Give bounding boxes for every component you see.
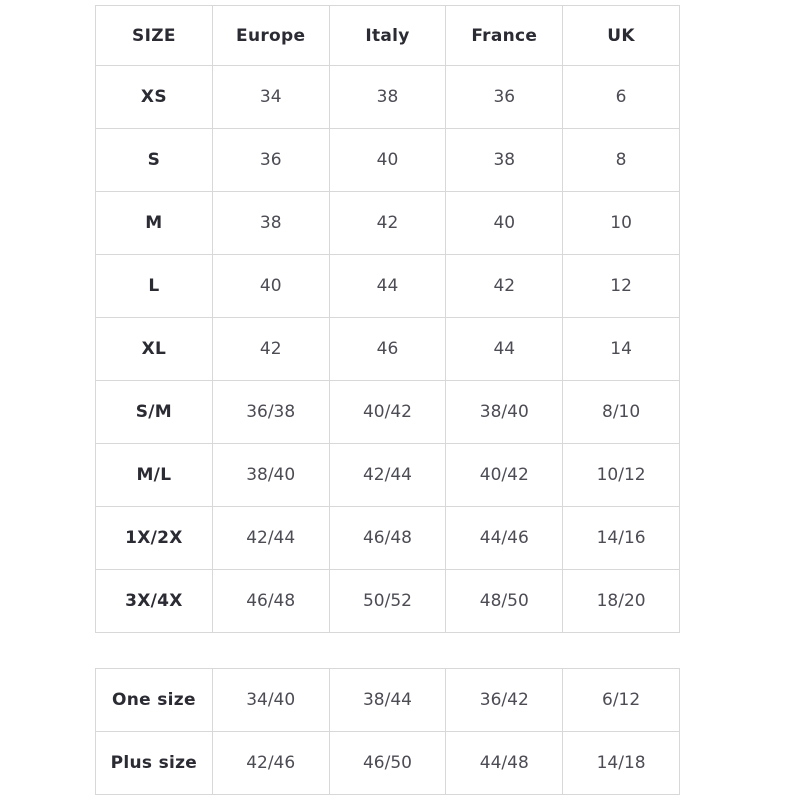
size-label-cell: S	[95, 128, 213, 192]
value-cell: 36/42	[445, 668, 564, 732]
value-cell: 42/44	[328, 443, 447, 507]
table-header: SIZE Europe Italy France UK	[95, 5, 680, 66]
value-cell: 48/50	[445, 569, 564, 633]
table-row: S/M 36/38 40/42 38/40 8/10	[95, 380, 680, 444]
value-cell: 36/38	[211, 380, 330, 444]
value-cell: 40	[328, 128, 447, 192]
value-cell: 8	[562, 128, 680, 192]
value-cell: 44/46	[445, 506, 564, 570]
value-cell: 44	[445, 317, 564, 381]
header-cell-france: France	[445, 5, 564, 66]
table-row: XL 42 46 44 14	[95, 317, 680, 381]
table-row: L 40 44 42 12	[95, 254, 680, 318]
size-label-cell: 3X/4X	[95, 569, 213, 633]
header-row: SIZE Europe Italy France UK	[95, 5, 680, 66]
value-cell: 36	[445, 65, 564, 129]
value-cell: 42/46	[211, 731, 330, 795]
table-body: XS 34 38 36 6 S 36 40 38 8 M 38 42 40 10 L 40 44 42 12 XL 42 4…	[95, 65, 680, 633]
value-cell: 6/12	[562, 668, 680, 732]
header-cell-uk: UK	[562, 5, 680, 66]
table-row: XS 34 38 36 6	[95, 65, 680, 129]
size-conversion-table-container: SIZE Europe Italy France UK XS 34 38 36 6 S 36…	[95, 5, 680, 633]
header-cell-italy: Italy	[328, 5, 447, 66]
value-cell: 42	[211, 317, 330, 381]
value-cell: 44/48	[445, 731, 564, 795]
value-cell: 6	[562, 65, 680, 129]
size-label-cell: XL	[95, 317, 213, 381]
value-cell: 38	[328, 65, 447, 129]
value-cell: 46/48	[328, 506, 447, 570]
size-conversion-table: SIZE Europe Italy France UK XS 34 38 36 6 S 36…	[95, 5, 680, 633]
size-label-cell: One size	[95, 668, 213, 732]
value-cell: 34	[211, 65, 330, 129]
size-label-cell: M	[95, 191, 213, 255]
value-cell: 14/16	[562, 506, 680, 570]
size-label-cell: S/M	[95, 380, 213, 444]
value-cell: 40/42	[445, 443, 564, 507]
value-cell: 46/50	[328, 731, 447, 795]
table-row: Plus size 42/46 46/50 44/48 14/18	[95, 731, 680, 795]
value-cell: 34/40	[211, 668, 330, 732]
value-cell: 42/44	[211, 506, 330, 570]
size-label-cell: M/L	[95, 443, 213, 507]
size-label-cell: L	[95, 254, 213, 318]
table-row: S 36 40 38 8	[95, 128, 680, 192]
header-cell-europe: Europe	[211, 5, 330, 66]
value-cell: 42	[328, 191, 447, 255]
value-cell: 38/40	[211, 443, 330, 507]
value-cell: 36	[211, 128, 330, 192]
size-label-cell: XS	[95, 65, 213, 129]
value-cell: 40	[211, 254, 330, 318]
value-cell: 38	[211, 191, 330, 255]
value-cell: 38	[445, 128, 564, 192]
header-cell-size: SIZE	[95, 5, 213, 66]
value-cell: 40/42	[328, 380, 447, 444]
value-cell: 38/44	[328, 668, 447, 732]
value-cell: 8/10	[562, 380, 680, 444]
table-body: One size 34/40 38/44 36/42 6/12 Plus size 42/4…	[95, 668, 680, 795]
special-sizes-table: One size 34/40 38/44 36/42 6/12 Plus size 42/4…	[95, 668, 680, 795]
value-cell: 14	[562, 317, 680, 381]
value-cell: 46/48	[211, 569, 330, 633]
value-cell: 40	[445, 191, 564, 255]
value-cell: 14/18	[562, 731, 680, 795]
value-cell: 46	[328, 317, 447, 381]
value-cell: 10/12	[562, 443, 680, 507]
special-sizes-table-container: One size 34/40 38/44 36/42 6/12 Plus size 42/4…	[95, 668, 680, 795]
table-row: M 38 42 40 10	[95, 191, 680, 255]
value-cell: 12	[562, 254, 680, 318]
size-label-cell: Plus size	[95, 731, 213, 795]
value-cell: 18/20	[562, 569, 680, 633]
table-row: 3X/4X 46/48 50/52 48/50 18/20	[95, 569, 680, 633]
table-row: M/L 38/40 42/44 40/42 10/12	[95, 443, 680, 507]
value-cell: 50/52	[328, 569, 447, 633]
value-cell: 44	[328, 254, 447, 318]
value-cell: 38/40	[445, 380, 564, 444]
table-row: 1X/2X 42/44 46/48 44/46 14/16	[95, 506, 680, 570]
value-cell: 10	[562, 191, 680, 255]
size-label-cell: 1X/2X	[95, 506, 213, 570]
value-cell: 42	[445, 254, 564, 318]
table-row: One size 34/40 38/44 36/42 6/12	[95, 668, 680, 732]
